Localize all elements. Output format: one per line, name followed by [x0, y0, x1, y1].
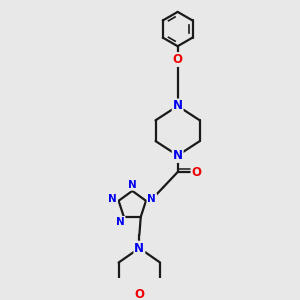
- Text: O: O: [134, 288, 144, 300]
- Text: N: N: [128, 180, 137, 190]
- Text: O: O: [191, 166, 202, 178]
- Text: N: N: [109, 194, 117, 204]
- Text: N: N: [134, 242, 144, 255]
- Text: N: N: [116, 217, 124, 227]
- Text: N: N: [173, 99, 183, 112]
- Text: O: O: [173, 53, 183, 66]
- Text: N: N: [147, 194, 156, 204]
- Text: N: N: [173, 149, 183, 162]
